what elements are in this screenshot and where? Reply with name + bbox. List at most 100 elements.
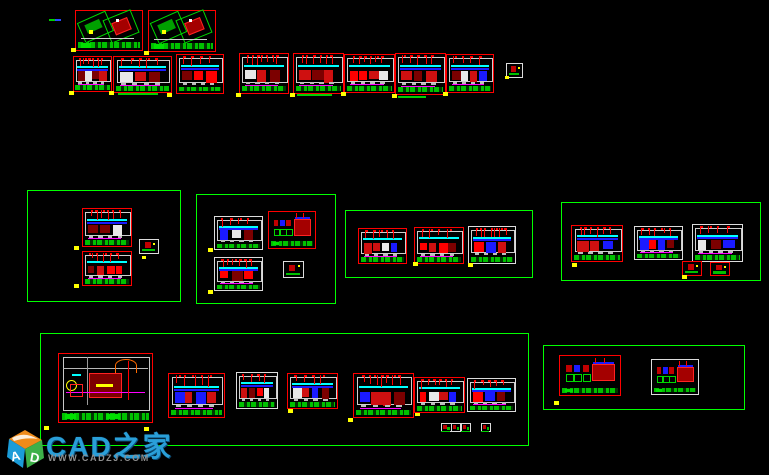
group-box-6[interactable] <box>543 345 745 410</box>
mini-thumb-03[interactable] <box>283 261 304 278</box>
thumb-green-bit <box>508 73 520 76</box>
detail-01[interactable] <box>268 211 316 249</box>
base-dash <box>120 82 126 85</box>
detail-cell <box>663 375 670 384</box>
mini-thumb-04[interactable] <box>682 261 702 276</box>
base-dash <box>598 251 603 254</box>
dim-dot <box>423 55 426 58</box>
dim-dot <box>329 55 332 58</box>
plan-core-block <box>88 373 123 399</box>
group-box-1[interactable] <box>27 190 181 302</box>
base-dash <box>210 82 215 85</box>
elevation-01[interactable] <box>73 56 112 92</box>
base-dash <box>117 276 122 279</box>
dim-dot <box>265 55 268 58</box>
elevation-13[interactable] <box>358 228 407 264</box>
section-02[interactable] <box>287 373 338 409</box>
dim-dot <box>183 56 186 59</box>
floor-plan-large[interactable] <box>58 353 153 423</box>
dim-tick <box>491 228 493 238</box>
section-03[interactable] <box>414 377 465 413</box>
base-dash <box>143 82 149 85</box>
facade-block <box>648 240 657 250</box>
annotation-dash <box>49 19 55 21</box>
base-dash <box>88 276 94 279</box>
elevation-12[interactable] <box>214 257 263 291</box>
elevation-14[interactable] <box>414 227 464 264</box>
inner-frame <box>398 57 445 84</box>
mini-thumb-01[interactable] <box>506 63 523 78</box>
elevation-03[interactable] <box>176 54 224 94</box>
detail-cell <box>566 373 574 383</box>
mini-thumb-02[interactable] <box>139 239 159 254</box>
group-box-4[interactable] <box>561 202 761 281</box>
label-chip <box>468 263 473 267</box>
site-dot-yellow <box>162 30 167 35</box>
detail-cell <box>582 373 591 383</box>
dim-tick <box>363 56 365 63</box>
base-dash <box>299 82 305 85</box>
cyan-band <box>472 387 511 390</box>
group-box-5[interactable] <box>40 333 529 446</box>
elevation-20[interactable] <box>353 373 414 418</box>
base-dash <box>449 253 454 256</box>
site-plan-2[interactable] <box>148 9 216 52</box>
elevation-11[interactable] <box>214 216 263 250</box>
elevation-04[interactable] <box>239 53 289 94</box>
base-dash <box>78 81 82 84</box>
dim-dot <box>226 258 229 261</box>
group-box-2[interactable] <box>196 194 336 304</box>
magenta-line <box>697 253 733 255</box>
title-bar <box>636 253 681 258</box>
facade-block <box>292 388 302 398</box>
section-04[interactable] <box>467 378 516 412</box>
cyan-band <box>451 64 489 67</box>
section-01[interactable] <box>236 372 278 409</box>
facade-block <box>413 70 422 81</box>
dim-dot <box>365 230 368 233</box>
dim-tick <box>242 374 244 381</box>
detail-02[interactable] <box>559 355 621 396</box>
label-chip <box>74 246 79 250</box>
base-dash <box>384 405 390 408</box>
group-box-3[interactable] <box>345 210 533 278</box>
mini-thumb-05[interactable] <box>710 262 730 276</box>
elevation-07[interactable] <box>395 53 446 95</box>
cyan-band <box>77 66 108 69</box>
dim-dot <box>654 227 657 230</box>
base-dash <box>274 82 279 85</box>
detail-03[interactable] <box>651 359 699 395</box>
elevation-08[interactable] <box>446 54 494 93</box>
dim-tick <box>451 379 453 386</box>
elevation-16[interactable] <box>571 225 623 262</box>
elevation-17[interactable] <box>634 226 683 260</box>
base-dash <box>718 251 723 254</box>
magenta-line <box>451 84 484 86</box>
legend-chip-2[interactable] <box>451 423 461 432</box>
base-dash <box>372 405 379 408</box>
label-chip <box>208 248 213 252</box>
elevation-05[interactable] <box>293 53 344 94</box>
magenta-line <box>349 84 385 86</box>
elevation-09[interactable] <box>82 208 132 247</box>
dim-tick <box>438 229 440 235</box>
elevation-19[interactable] <box>168 373 225 418</box>
elevation-15[interactable] <box>468 226 516 264</box>
elevation-02[interactable] <box>113 56 172 93</box>
elevation-18[interactable] <box>692 224 743 262</box>
inner-frame <box>239 375 277 399</box>
dim-dot <box>380 230 383 233</box>
dim-tick <box>238 217 240 224</box>
dim-tick <box>708 226 710 233</box>
blue-band <box>77 68 108 71</box>
dim-tick <box>256 55 258 66</box>
site-road-line <box>81 38 135 40</box>
site-plan-1[interactable] <box>75 9 143 51</box>
elevation-10[interactable] <box>82 251 132 286</box>
elevation-06[interactable] <box>344 54 395 93</box>
dim-dot <box>154 58 157 61</box>
facade-block <box>472 392 484 402</box>
dim-dot <box>91 58 94 61</box>
detail-cell <box>286 228 294 237</box>
